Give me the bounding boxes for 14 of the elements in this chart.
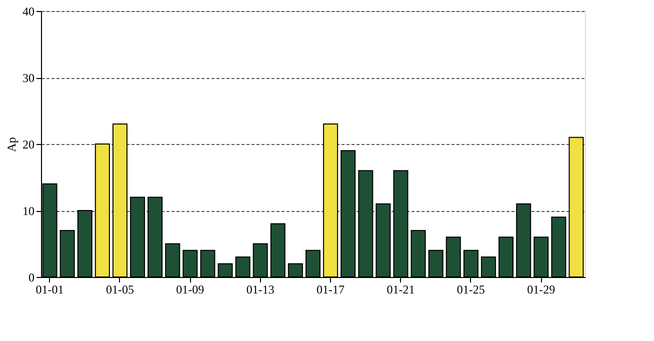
y-axis-title: Ap	[4, 137, 18, 152]
x-tick-label: 01-25	[456, 282, 485, 296]
x-tick-label: 01-13	[246, 282, 274, 296]
y-tick-label: 30	[22, 71, 34, 85]
y-tick-label: 0	[28, 270, 34, 284]
y-tick-label: 20	[22, 138, 34, 152]
x-tick-label: 01-17	[316, 282, 345, 296]
x-tick-label: 01-21	[386, 282, 415, 296]
x-tick-label: 01-01	[36, 282, 64, 296]
y-tick-label: 10	[22, 204, 34, 218]
y-tick-label: 40	[22, 4, 34, 18]
x-tick-label: 01-05	[106, 282, 134, 296]
x-tick-label: 01-29	[527, 282, 556, 296]
x-tick-label: 01-09	[176, 282, 204, 296]
